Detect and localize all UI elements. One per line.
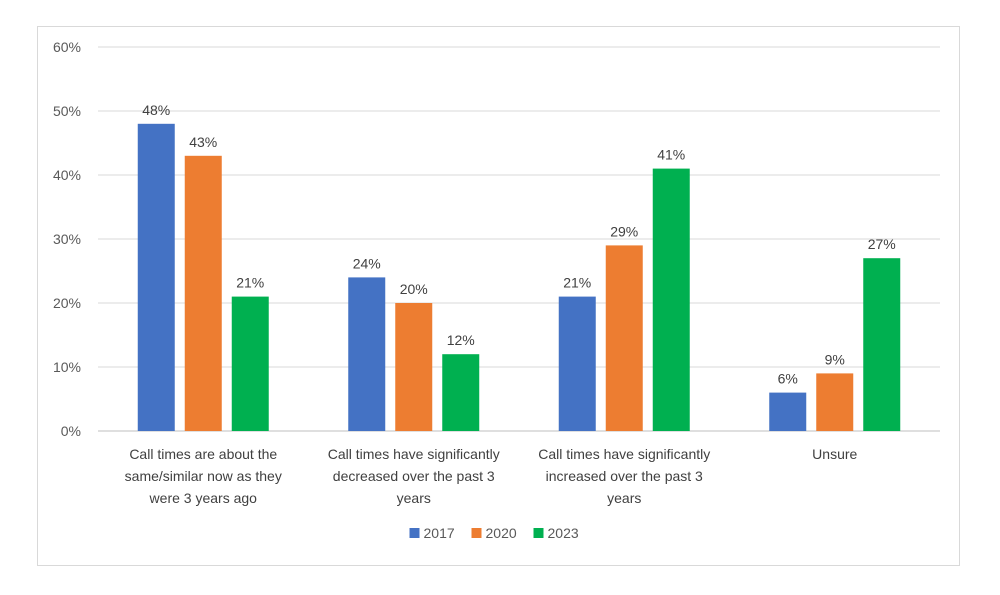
y-tick-label: 60%	[53, 39, 81, 55]
data-label: 41%	[657, 147, 685, 163]
y-tick-label: 0%	[61, 423, 81, 439]
legend-swatch-2020	[471, 528, 482, 538]
legend-swatch-2017	[409, 528, 420, 538]
data-label: 48%	[142, 102, 170, 118]
bar-2017-cat2	[348, 277, 386, 431]
data-label: 24%	[353, 255, 381, 271]
bar-2020-cat1	[184, 155, 222, 432]
y-tick-label: 50%	[53, 103, 81, 119]
data-label: 20%	[400, 281, 428, 297]
data-label: 21%	[236, 275, 264, 291]
category-label: Call times have significantly	[328, 446, 500, 462]
bar-2023-cat3	[652, 168, 690, 431]
legend-label: 2017	[424, 525, 455, 541]
bar-2017-cat1	[137, 123, 175, 432]
legend-label: 2023	[548, 525, 579, 541]
category-label: increased over the past 3	[546, 468, 703, 484]
bar-chart: 0% 10% 20% 30% 40% 50% 60% 48% 43% 21% Call times …	[53, 39, 940, 541]
chart-frame: 0% 10% 20% 30% 40% 50% 60% 48% 43% 21% Call times …	[37, 26, 960, 566]
data-label: 12%	[447, 332, 475, 348]
data-label: 9%	[825, 351, 845, 367]
category-label: Unsure	[812, 446, 857, 462]
data-label: 21%	[563, 275, 591, 291]
y-tick-label: 30%	[53, 231, 81, 247]
data-label: 27%	[868, 236, 896, 252]
y-tick-label: 40%	[53, 167, 81, 183]
legend-swatch-2023	[533, 528, 544, 538]
bar-2023-cat1	[231, 296, 269, 431]
legend-label: 2020	[486, 525, 517, 541]
bar-2020-cat4	[816, 373, 854, 431]
data-label: 29%	[610, 223, 638, 239]
category-label: were 3 years ago	[149, 490, 258, 506]
bar-2017-cat3	[558, 296, 596, 431]
y-tick-label: 10%	[53, 359, 81, 375]
data-label: 6%	[778, 371, 798, 387]
data-label: 43%	[189, 134, 217, 150]
bar-2020-cat2	[395, 303, 433, 431]
category-label: years	[607, 490, 641, 506]
bar-2023-cat2	[442, 354, 480, 431]
bar-2017-cat4	[769, 392, 807, 431]
category-label: decreased over the past 3	[333, 468, 495, 484]
y-tick-label: 20%	[53, 295, 81, 311]
category-label: Call times have significantly	[538, 446, 710, 462]
category-label: same/similar now as they	[125, 468, 282, 484]
bar-2023-cat4	[863, 258, 901, 431]
bar-2020-cat3	[605, 245, 643, 431]
category-label: Call times are about the	[129, 446, 277, 462]
category-label: years	[397, 490, 431, 506]
